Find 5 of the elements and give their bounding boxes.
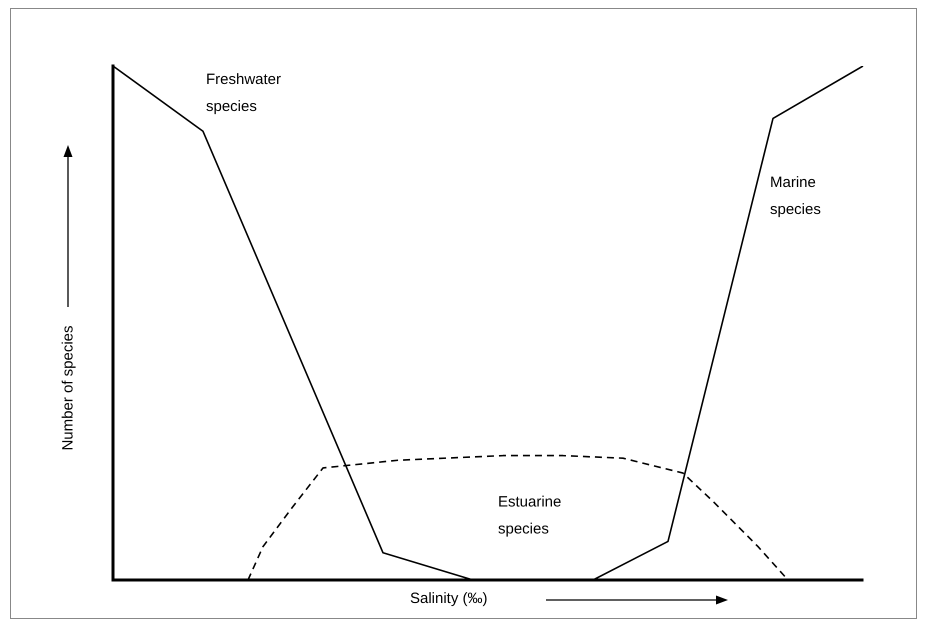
series-label: Freshwater species (206, 70, 282, 115)
series-label: Marine species (770, 174, 821, 218)
x-axis-title: Salinity (‰) (410, 590, 488, 607)
text: Estuarine species (498, 493, 562, 538)
y-axis-title: Number of species (60, 325, 76, 451)
